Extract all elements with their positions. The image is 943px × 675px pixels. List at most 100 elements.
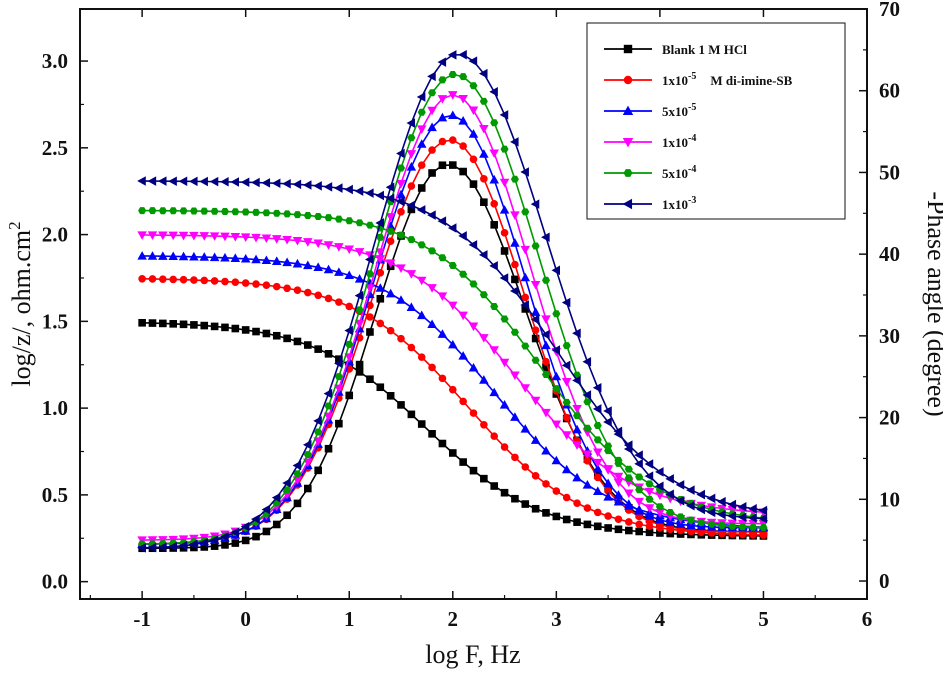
impedance-point [644, 459, 654, 469]
impedance-point [252, 208, 261, 216]
impedance-point [159, 275, 167, 283]
impedance-point [334, 243, 344, 252]
phase-point [511, 275, 519, 284]
phase-point [530, 199, 540, 209]
impedance-point [168, 231, 178, 241]
impedance-point [345, 217, 354, 225]
legend-marker [623, 44, 633, 54]
phase-point [375, 248, 386, 257]
impedance-point [416, 310, 427, 320]
impedance-point [344, 184, 353, 195]
impedance-point [500, 443, 509, 451]
impedance-point [199, 232, 210, 241]
phase-point [241, 536, 250, 545]
impedance-point [592, 404, 602, 414]
impedance-point [200, 207, 209, 215]
phase-point [397, 208, 405, 216]
impedance-point [282, 179, 291, 189]
phase-point [385, 182, 395, 192]
phase-point [572, 404, 582, 414]
impedance-point [199, 176, 208, 187]
phase-point [458, 49, 467, 60]
phase-point [221, 541, 229, 549]
impedance-point [385, 259, 396, 268]
phase-point [396, 148, 405, 159]
impedance-point [458, 311, 468, 321]
impedance-point [148, 275, 157, 283]
phase-point [428, 89, 437, 97]
impedance-point [365, 188, 374, 198]
impedance-point [573, 412, 582, 420]
impedance-point [614, 525, 623, 534]
impedance-point [304, 341, 312, 349]
impedance-point [210, 207, 219, 215]
y-left-tick-label: 2.0 [42, 223, 68, 247]
phase-point [147, 542, 157, 553]
phase-point [375, 218, 384, 228]
phase-point [324, 402, 333, 410]
phase-point [314, 428, 323, 436]
phase-point [623, 444, 633, 454]
impedance-point [262, 209, 271, 217]
impedance-point [240, 253, 251, 263]
phase-point [530, 280, 541, 290]
impedance-point [241, 279, 250, 287]
impedance-point [396, 231, 406, 239]
y-right-tick-label: 0 [879, 569, 890, 593]
impedance-point [603, 417, 612, 427]
phase-point [634, 497, 644, 507]
impedance-point [376, 319, 385, 328]
impedance-point [168, 251, 178, 261]
phase-point [593, 448, 603, 458]
impedance-point [541, 370, 551, 378]
impedance-point [354, 186, 364, 196]
phase-point [479, 149, 489, 158]
phase-point [334, 373, 343, 381]
phase-point [717, 509, 726, 520]
impedance-point [428, 430, 436, 438]
impedance-point [283, 284, 291, 293]
phase-point [427, 106, 437, 116]
impedance-point [604, 512, 612, 520]
impedance-point [520, 384, 531, 393]
phase-point [520, 167, 529, 177]
impedance-point [427, 210, 436, 220]
legend-label-main: 5x10 [662, 166, 688, 181]
phase-point [489, 149, 499, 159]
impedance-point [417, 420, 426, 428]
phase-point [603, 478, 613, 488]
impedance-point [323, 264, 334, 274]
phase-point [293, 470, 302, 478]
impedance-point [552, 487, 561, 495]
impedance-point [252, 327, 260, 336]
x-tick-label: 3 [551, 607, 562, 631]
impedance-point [406, 270, 417, 279]
impedance-point [644, 487, 655, 497]
phase-point [613, 426, 623, 437]
impedance-point [417, 353, 426, 361]
impedance-point [489, 346, 499, 355]
phase-point [686, 500, 695, 511]
impedance-point [354, 274, 365, 283]
impedance-point [489, 261, 498, 271]
phase-point [417, 184, 426, 192]
impedance-point [686, 485, 695, 495]
phase-point [293, 499, 302, 508]
impedance-point [603, 492, 613, 501]
impedance-point [200, 321, 209, 330]
impedance-point [593, 522, 602, 531]
phase-point [510, 175, 519, 183]
impedance-point [551, 420, 562, 430]
phase-point [468, 56, 478, 66]
impedance-point [468, 240, 478, 250]
phase-point [542, 357, 550, 366]
phase-point [438, 137, 447, 146]
impedance-point [675, 480, 685, 490]
impedance-point [313, 239, 323, 249]
phase-point [323, 388, 333, 399]
phase-point [562, 413, 571, 422]
impedance-point [562, 398, 571, 406]
impedance-point [511, 494, 519, 503]
impedance-point [157, 176, 167, 186]
phase-point [707, 520, 716, 528]
